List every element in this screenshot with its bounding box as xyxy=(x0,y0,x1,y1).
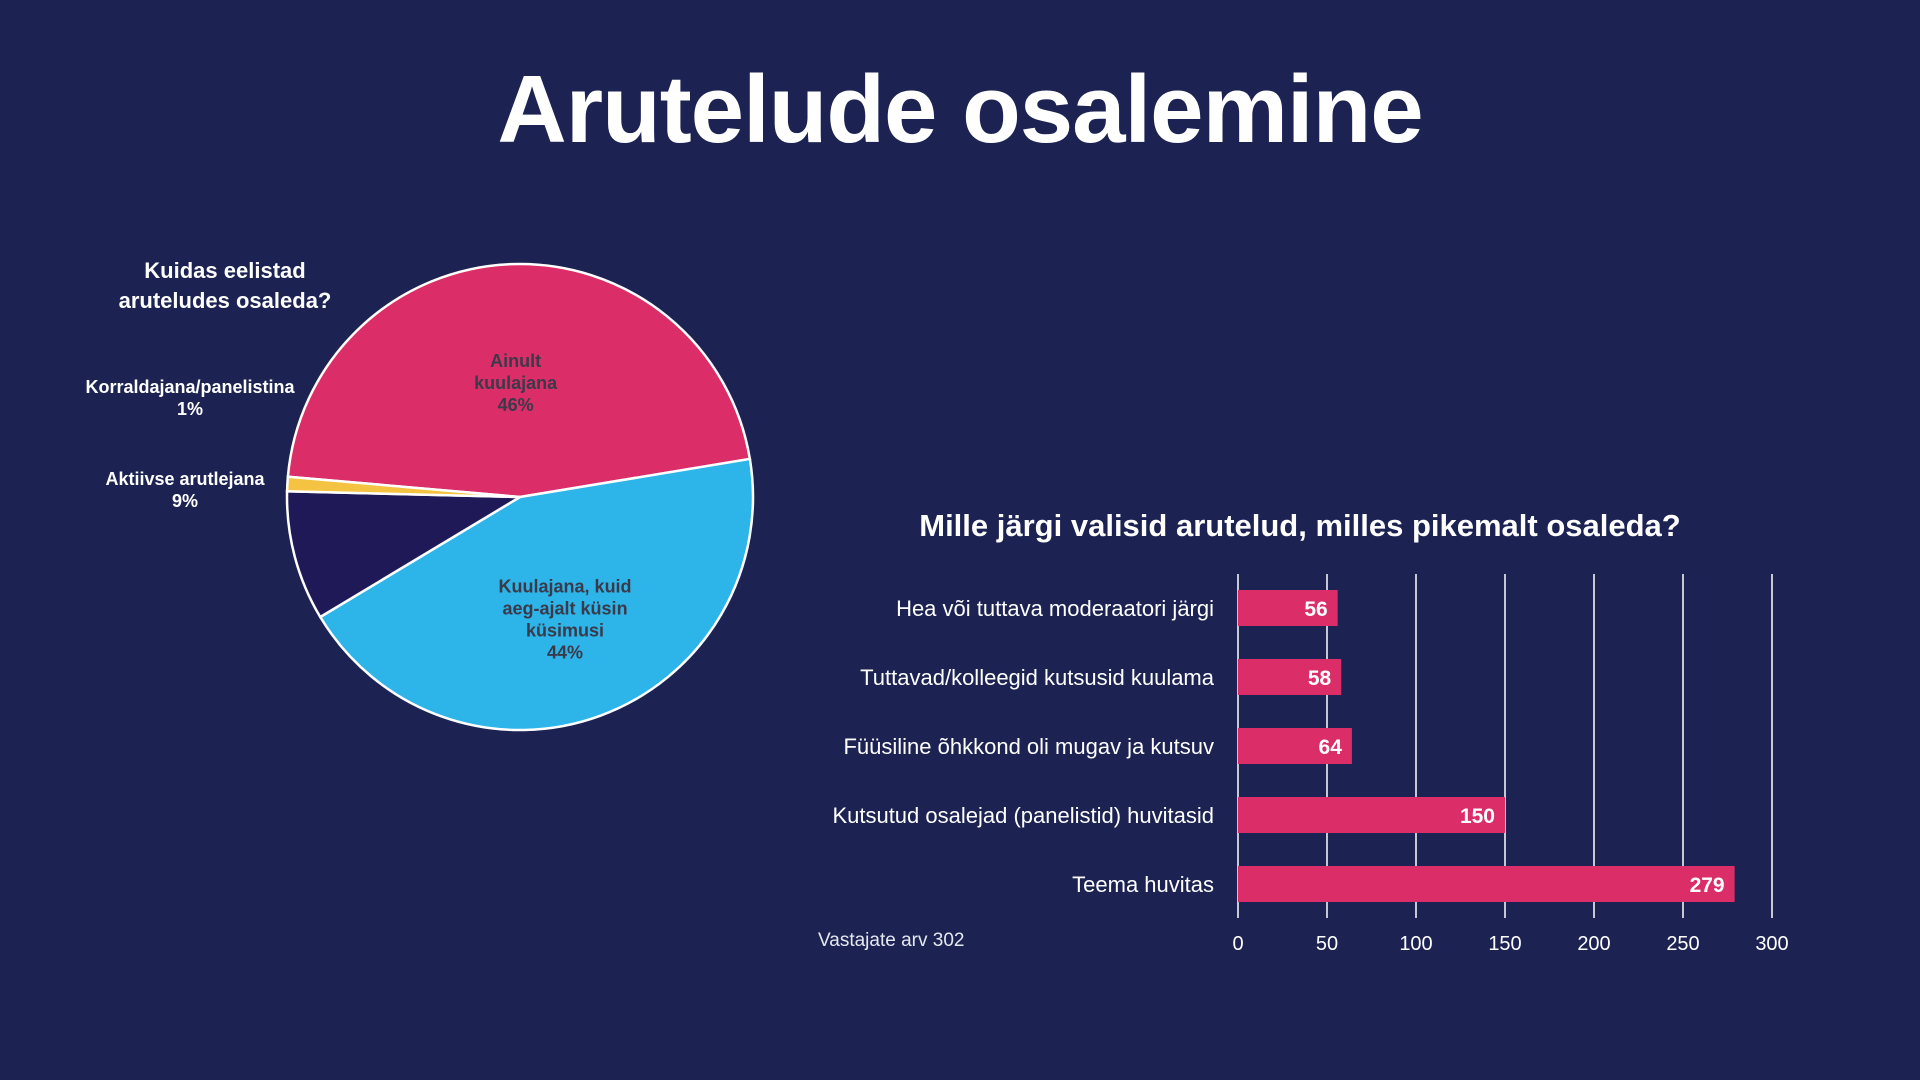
pie-slice xyxy=(286,262,752,499)
respondent-count-note: Vastajate arv 302 xyxy=(818,930,965,951)
bar-value-label: 56 xyxy=(1304,598,1327,621)
bar-chart-title: Mille järgi valisid arutelud, milles pik… xyxy=(919,508,1681,543)
x-tick-label: 300 xyxy=(1755,933,1788,955)
bar-category-label: Teema huvitas xyxy=(1072,872,1214,897)
bar-value-label: 64 xyxy=(1319,736,1343,759)
page-title: Arutelude osalemine xyxy=(497,56,1423,163)
x-tick-label: 100 xyxy=(1399,933,1432,955)
bar-value-label: 58 xyxy=(1308,667,1332,690)
bar xyxy=(1238,866,1735,902)
x-tick-label: 0 xyxy=(1232,933,1243,955)
pie-slice-label: Ainult kuulajana 46% xyxy=(474,351,558,415)
pie-slice-label: Aktiivse arutlejana 9% xyxy=(105,469,265,511)
bar-category-label: Tuttavad/kolleegid kutsusid kuulama xyxy=(860,665,1215,690)
bar xyxy=(1238,590,1338,626)
bar xyxy=(1238,728,1352,764)
x-tick-label: 200 xyxy=(1577,933,1610,955)
bar-value-label: 279 xyxy=(1690,874,1725,897)
x-tick-label: 50 xyxy=(1316,933,1338,955)
bar xyxy=(1238,797,1505,833)
pie-slice xyxy=(285,475,521,499)
x-tick-label: 150 xyxy=(1488,933,1521,955)
bar-category-label: Hea või tuttava moderaatori järgi xyxy=(896,596,1214,621)
bar-value-label: 150 xyxy=(1460,805,1495,828)
pie-chart: Ainult kuulajana 46% Kuulajana, kuid aeg-aja… xyxy=(85,262,755,732)
bar xyxy=(1238,659,1342,695)
pie-slice xyxy=(318,457,755,732)
pie-chart-title: Kuidas eelistad aruteludes osaleda? xyxy=(118,258,332,313)
bar-category-label: Kutsutud osalejad (panelistid) huvitasid xyxy=(832,803,1214,828)
x-tick-label: 250 xyxy=(1666,933,1699,955)
pie-slice-label: Kuulajana, kuid aeg-ajalt küsin küsimusi 44… xyxy=(499,576,632,662)
pie-slice-label: Korraldajana/panelistina 1% xyxy=(85,377,295,419)
pie-slice xyxy=(285,490,525,619)
bar-category-label: Füüsiline õhkkond oli mugav ja kutsuv xyxy=(843,734,1214,759)
